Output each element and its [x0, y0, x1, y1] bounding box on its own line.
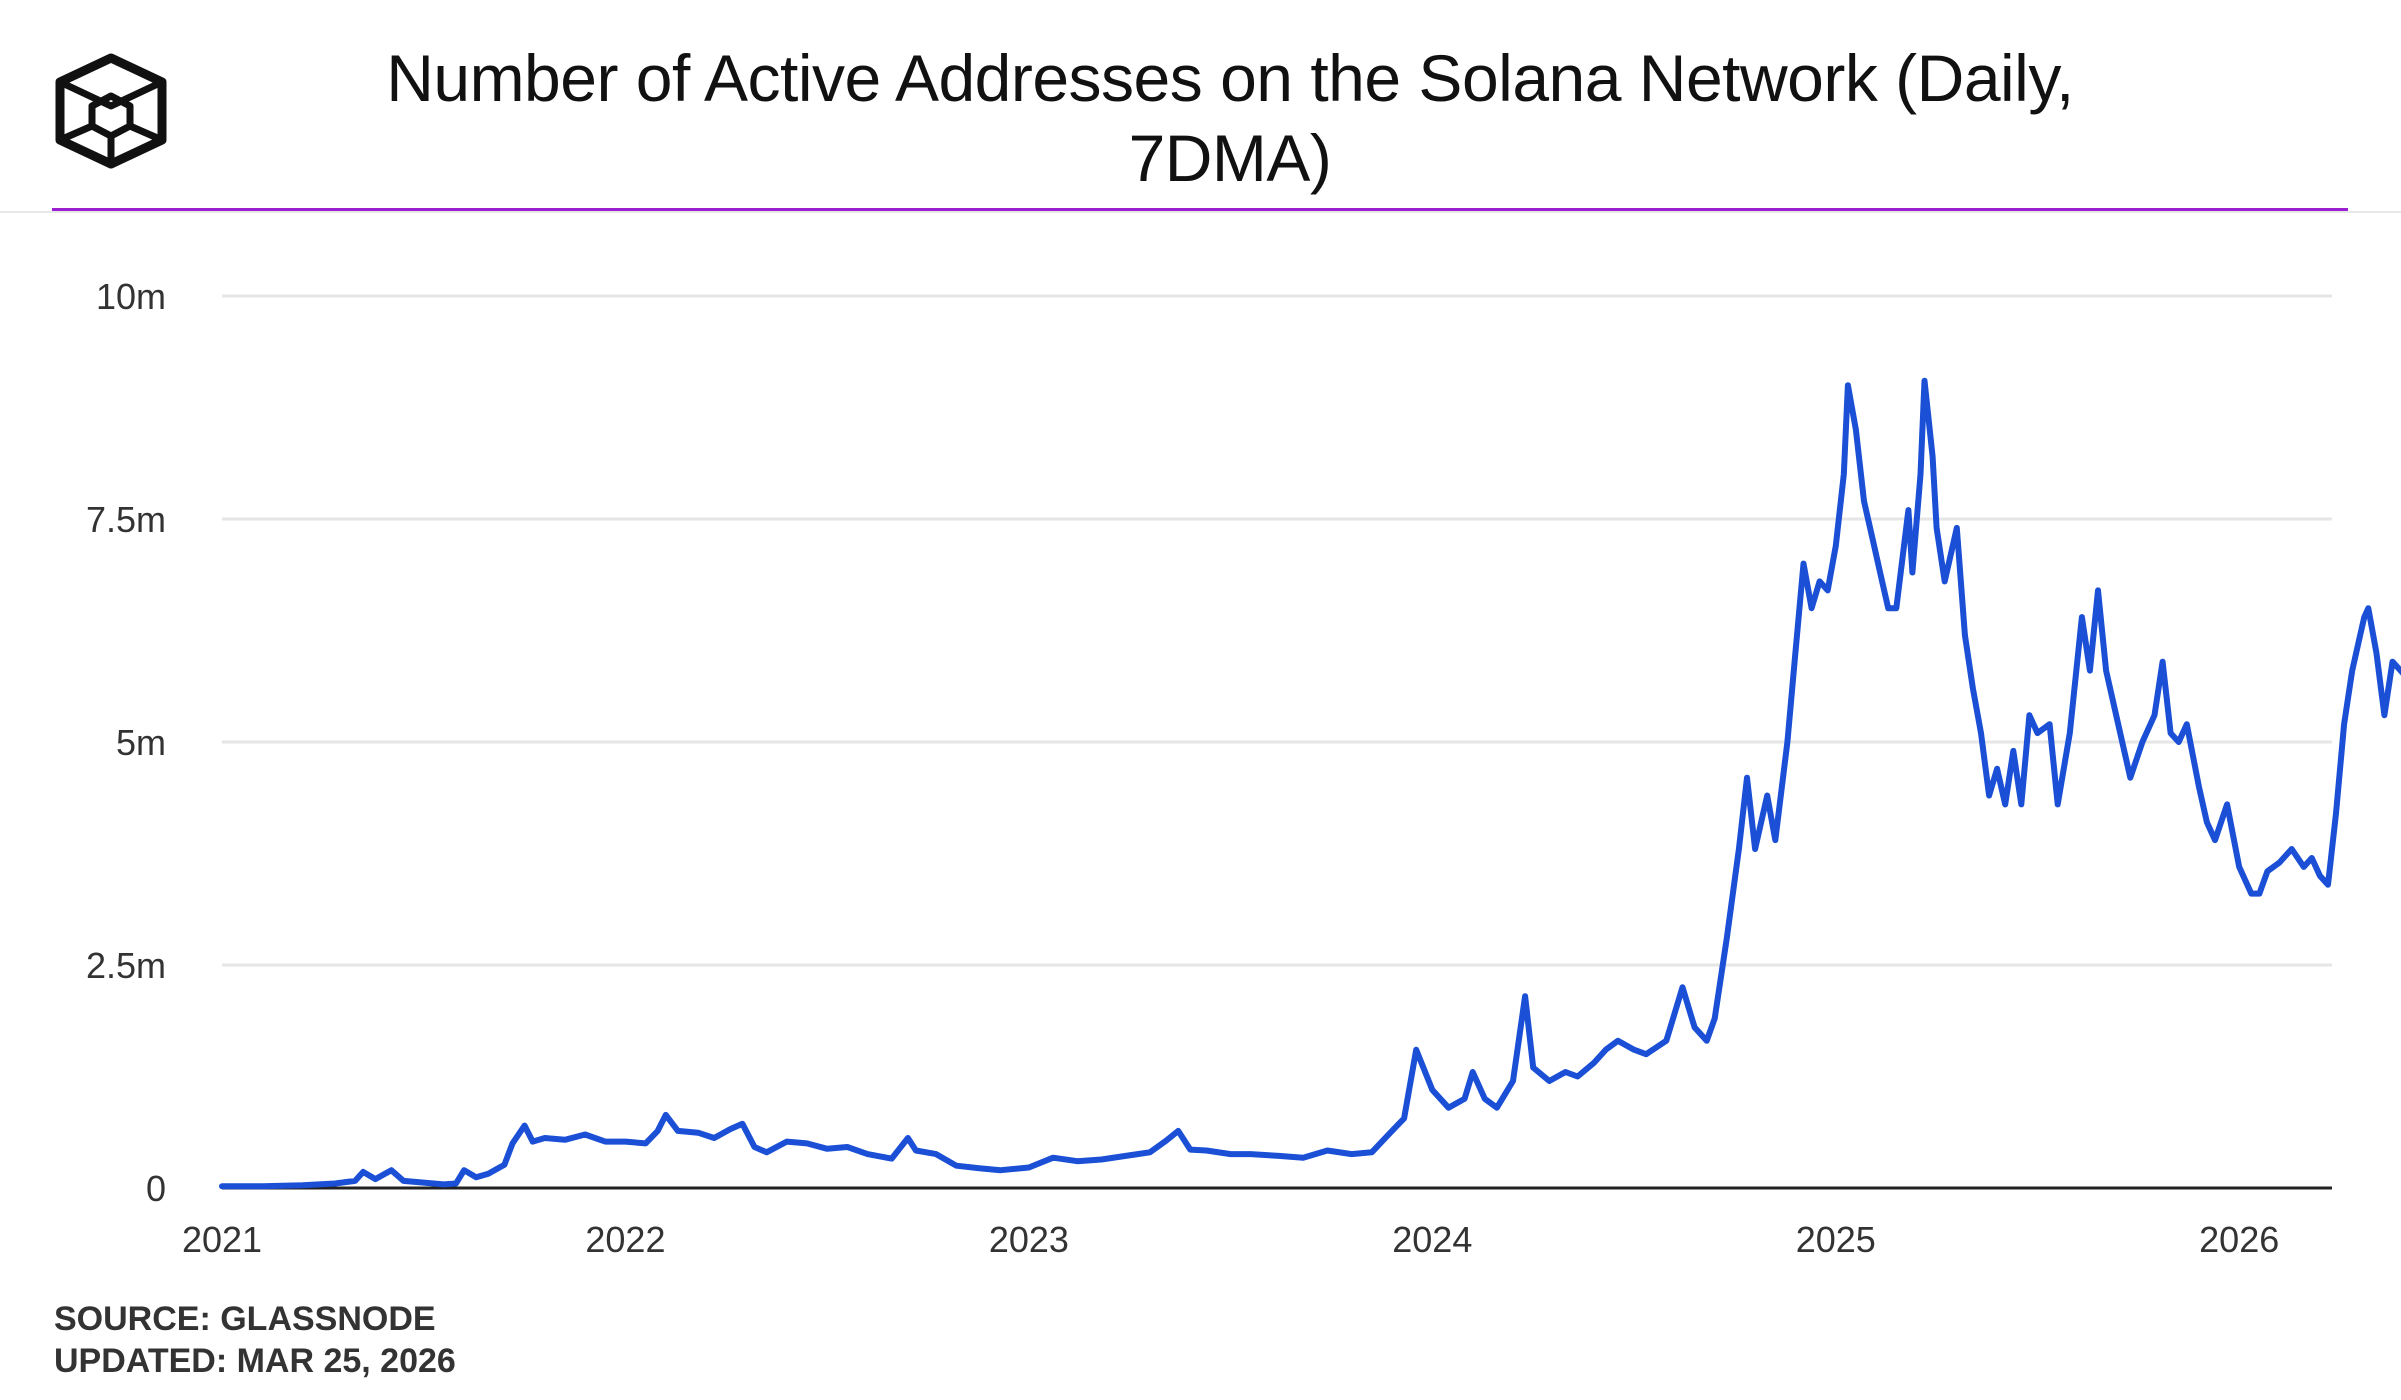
series-line	[219, 377, 2401, 1190]
y-tick-label: 7.5m	[86, 499, 166, 540]
x-tick-label: 2024	[1392, 1219, 1472, 1260]
cube-logo-icon	[55, 53, 167, 169]
source-note: SOURCE: GLASSNODE	[54, 1300, 436, 1338]
y-tick-label: 0	[146, 1168, 166, 1209]
x-tick-label: 2025	[1796, 1219, 1876, 1260]
chart-title: Number of Active Addresses on the Solana…	[386, 41, 2074, 195]
chart-header: Number of Active Addresses on the Solana…	[0, 0, 2401, 212]
header-divider	[0, 211, 2401, 213]
header-accent-rule	[52, 208, 2348, 211]
x-tick-label: 2021	[182, 1219, 262, 1260]
x-tick-label: 2022	[585, 1219, 665, 1260]
x-tick-label: 2023	[989, 1219, 1069, 1260]
y-tick-label: 5m	[116, 722, 166, 763]
chart-footer: SOURCE: GLASSNODE UPDATED: MAR 25, 2026	[54, 1298, 456, 1382]
y-tick-label: 2.5m	[86, 945, 166, 986]
y-tick-label: 10m	[96, 276, 166, 317]
x-tick-label: 2026	[2199, 1219, 2279, 1260]
updated-note: UPDATED: MAR 25, 2026	[54, 1342, 456, 1380]
